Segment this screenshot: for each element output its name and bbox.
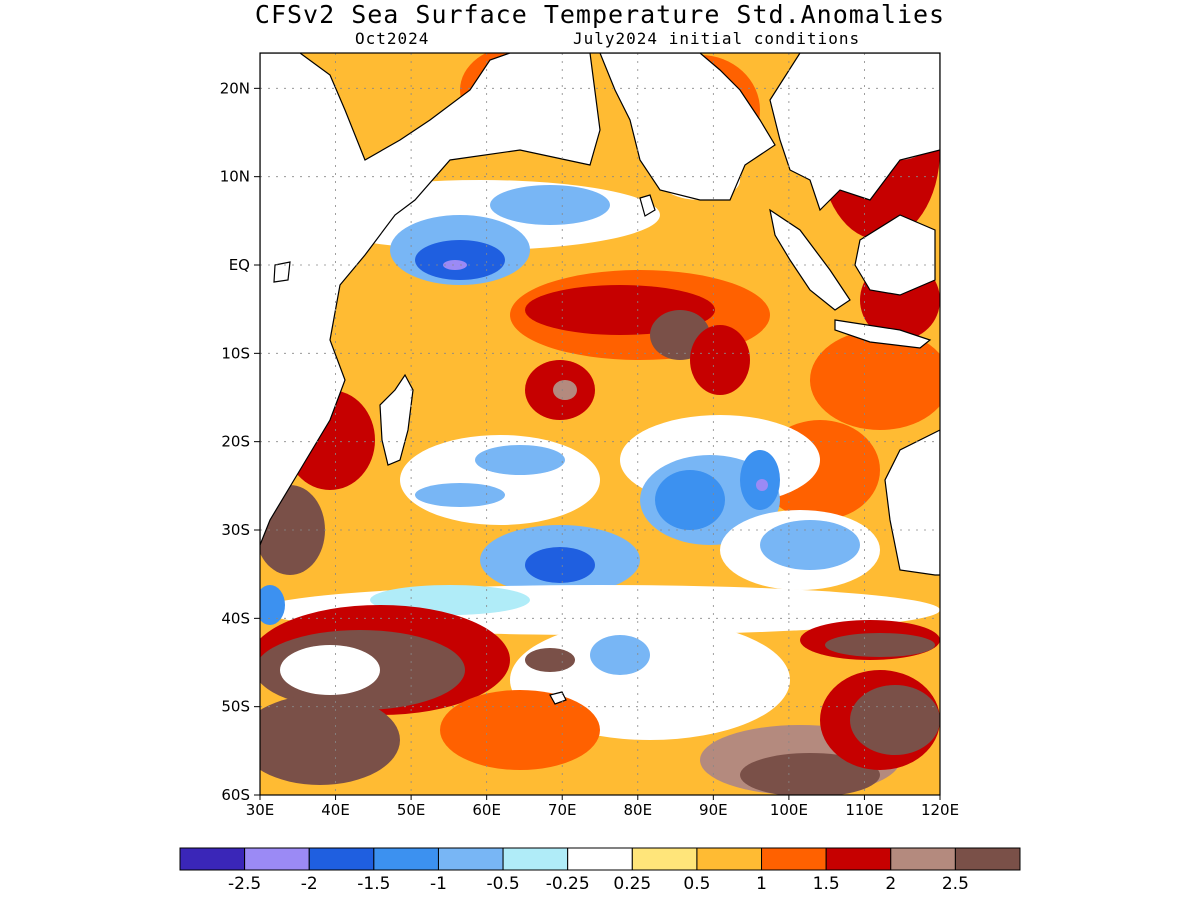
lon-tick-label: 50E [397,801,426,819]
anomaly-region [525,648,575,672]
land-australia [884,429,940,576]
land [260,53,940,705]
land-sri-lanka [639,194,656,217]
lat-tick-label: 50S [221,698,250,716]
anomaly-region [475,445,565,475]
colorbar-label: -2.5 [228,874,261,894]
land-africa [260,53,601,546]
colorbar-swatch [308,847,375,871]
lon-tick-label: 120E [921,801,959,819]
colorbar-label: -1.5 [357,874,390,894]
anomaly-region [810,330,940,430]
anomaly-region [825,633,935,657]
anomaly-region [260,695,400,785]
colorbar-swatch [825,847,892,871]
anomaly-region [415,240,505,280]
land-sumatra [769,208,851,311]
anomaly-region [760,520,860,570]
land-southeast-asia [769,53,940,212]
anomaly-region [260,585,285,625]
anomaly-region [590,635,650,675]
anomaly-region [443,260,467,270]
colorbar: -2.5 -2 -1.5 -1 -0.5 -0.25 0.25 0.5 1 1.5 2 2.5 [179,847,1021,894]
colorbar-swatch [631,847,698,871]
land-island [273,261,291,283]
anomaly-region [850,685,940,755]
anomaly-region [415,483,505,507]
land-india [599,53,776,201]
colorbar-label: 0.25 [613,874,651,894]
colorbar-swatch [502,847,569,871]
colorbar-label: 1.5 [813,874,840,894]
lon-tick-label: 110E [845,801,883,819]
lon-tick-label: 40E [321,801,350,819]
lon-tick-label: 90E [699,801,728,819]
lat-tick-label: 10N [220,168,250,186]
colorbar-label: -0.25 [546,874,590,894]
map-frame [259,52,941,796]
colorbar-swatch [437,847,504,871]
colorbar-label: 2.5 [942,874,969,894]
anomaly-region [525,547,595,583]
lat-tick-label: 10S [221,344,250,362]
colorbar-label: 1 [756,874,767,894]
colorbar-swatch [890,847,956,871]
colorbar-label: -2 [301,874,318,894]
colorbar-swatch [373,847,439,871]
colorbar-label: -1 [430,874,447,894]
lat-tick-label: 30S [221,521,250,539]
land-java [834,319,932,349]
chart-title: CFSv2 Sea Surface Temperature Std.Anomal… [254,0,946,29]
colorbar-swatch [179,847,246,871]
lon-tick-label: 80E [623,801,652,819]
lon-tick-label: 70E [548,801,577,819]
colorbar-label: 2 [885,874,896,894]
anomaly-region [756,479,768,491]
anomaly-region [440,690,600,770]
anomaly-region [740,753,880,795]
colorbar-swatch [244,847,310,871]
lat-tick-label: 20S [221,433,250,451]
anomaly-region [553,380,577,400]
initial-conditions: July2024 initial conditions [573,29,861,48]
anomaly-region [490,185,610,225]
lon-tick-label: 60E [472,801,501,819]
lon-tick-label: 30E [246,801,275,819]
lat-tick-label: 60S [221,786,250,804]
lat-tick-label: 40S [221,609,250,627]
latitude-axis: 20N 10N EQ 10S 20S 30S 40S 50S 60S [220,79,260,804]
lat-tick-label: EQ [229,256,250,274]
colorbar-swatch [567,847,633,871]
anomaly-region [280,645,380,695]
colorbar-swatch [954,847,1021,871]
colorbar-label: -0.5 [486,874,519,894]
anomaly-region [655,470,725,530]
lon-tick-label: 100E [770,801,808,819]
land-borneo [854,214,936,296]
colorbar-swatch [761,847,827,871]
anomaly-region [690,325,750,395]
forecast-month: Oct2024 [355,29,430,48]
colorbar-swatch [696,847,763,871]
longitude-axis: 30E 40E 50E 60E 70E 80E 90E 100E 110E 120E [246,795,959,819]
land-madagascar [379,373,414,466]
colorbar-label: 0.5 [683,874,710,894]
lat-tick-label: 20N [220,79,250,97]
